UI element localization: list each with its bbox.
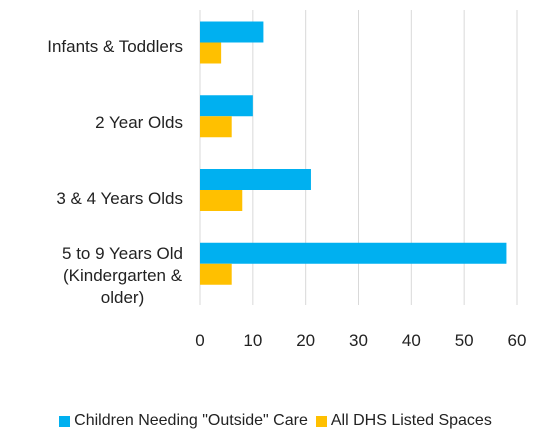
- category-label-2-year-olds: 2 Year Olds: [95, 113, 183, 132]
- x-tick-label-60: 60: [508, 331, 527, 350]
- legend-label-outside-care: Children Needing "Outside" Care: [74, 412, 308, 429]
- category-label-infants-toddlers: Infants & Toddlers: [47, 37, 183, 56]
- bar-series2-cat1: [200, 42, 222, 64]
- legend: Children Needing "Outside" Care All DHS …: [0, 412, 551, 430]
- legend-item-dhs-spaces: All DHS Listed Spaces: [315, 412, 492, 430]
- x-tick-label-30: 30: [349, 331, 368, 350]
- bar-series1-cat2: [200, 95, 253, 117]
- bar-series1-cat1: [200, 21, 264, 43]
- x-tick-label-20: 20: [296, 331, 315, 350]
- bar-series2-cat4: [200, 263, 232, 285]
- bar-series1-cat4: [200, 242, 507, 264]
- x-tick-label-50: 50: [455, 331, 474, 350]
- bar-series1-cat3: [200, 169, 311, 190]
- category-label-5-to-9-years-old: 5 to 9 Years Old (Kindergarten & older): [62, 244, 183, 307]
- x-tick-label-0: 0: [195, 331, 204, 350]
- x-tick-label-40: 40: [402, 331, 421, 350]
- x-tick-label-10: 10: [243, 331, 262, 350]
- bar-series2-cat3: [200, 190, 243, 211]
- bar-series2-cat2: [200, 116, 232, 138]
- legend-label-dhs-spaces: All DHS Listed Spaces: [330, 412, 492, 429]
- legend-swatch-outside-care: [59, 415, 71, 427]
- legend-swatch-dhs-spaces: [315, 415, 327, 427]
- legend-item-outside-care: Children Needing "Outside" Care: [59, 412, 308, 430]
- category-label-3-4-years-olds: 3 & 4 Years Olds: [56, 189, 183, 208]
